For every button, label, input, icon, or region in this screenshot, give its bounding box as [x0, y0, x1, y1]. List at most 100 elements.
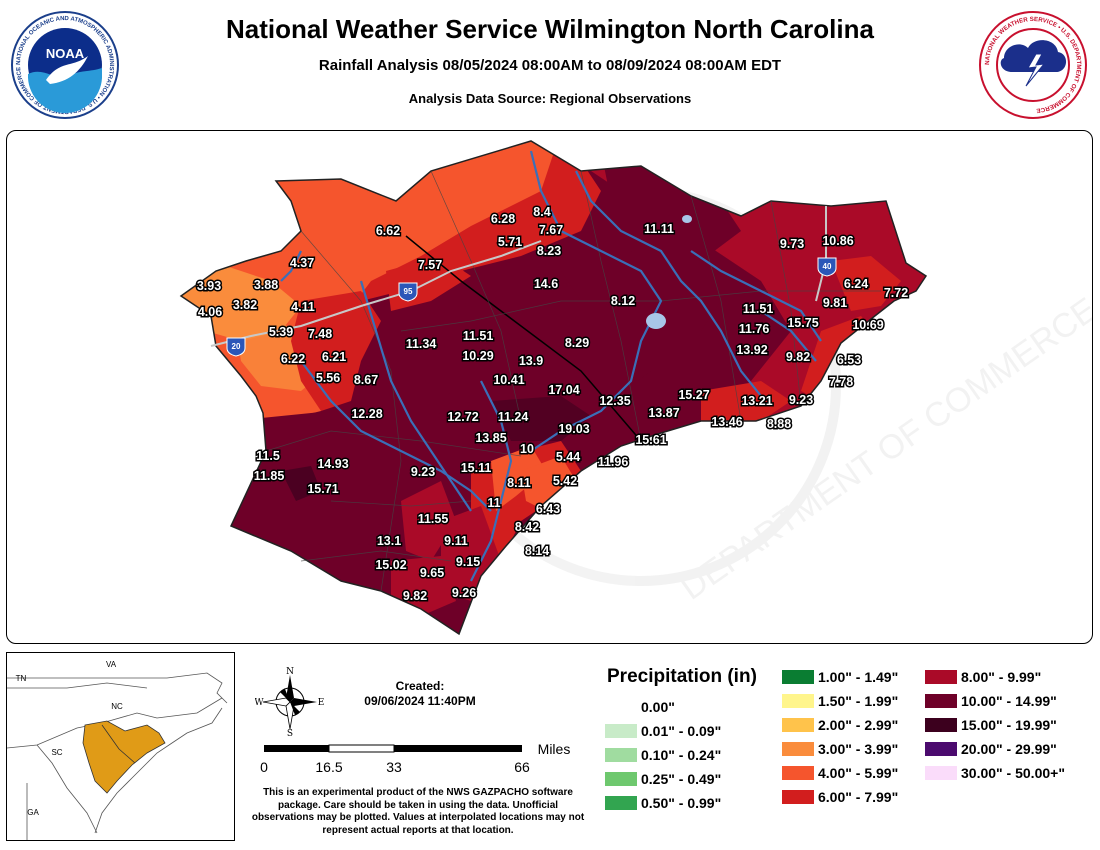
station-value: 4.11 — [291, 300, 315, 314]
legend-item: 30.00" - 50.00+" — [925, 764, 1065, 781]
scale-bar: 0 16.5 33 66 Miles — [258, 740, 588, 780]
station-value: 13.87 — [648, 406, 679, 420]
legend-label: 0.10" - 0.24" — [641, 746, 722, 763]
station-value: 12.72 — [447, 410, 478, 424]
svg-text:95: 95 — [404, 287, 413, 296]
station-value: 9.23 — [789, 393, 813, 407]
station-value: 13.21 — [741, 394, 772, 408]
station-value: 19.03 — [558, 422, 589, 436]
station-value: 9.82 — [786, 350, 810, 364]
scale-tick-66: 66 — [514, 759, 530, 775]
interstate-95-shield: 95 — [398, 282, 418, 302]
station-value: 12.28 — [351, 407, 382, 421]
legend-item: 15.00" - 19.99" — [925, 716, 1057, 733]
legend-swatch — [782, 669, 814, 684]
station-value: 13.92 — [736, 343, 767, 357]
station-value: 8.29 — [565, 336, 589, 350]
legend-item: 1.00" - 1.49" — [782, 668, 898, 685]
station-value: 6.28 — [491, 212, 515, 226]
station-value: 11.96 — [598, 455, 629, 469]
station-value: 8.14 — [525, 544, 549, 558]
station-value: 11.51 — [463, 329, 494, 343]
disclaimer-note: This is an experimental product of the N… — [251, 787, 585, 836]
station-value: 6.24 — [844, 277, 868, 291]
station-value: 4.06 — [198, 305, 222, 319]
created-label: Created: — [395, 679, 445, 693]
legend-label: 3.00" - 3.99" — [818, 740, 899, 757]
station-value: 10.86 — [822, 234, 853, 248]
station-value: 9.82 — [403, 589, 427, 603]
legend-swatch — [782, 693, 814, 708]
legend-label: 4.00" - 5.99" — [818, 764, 899, 781]
station-value: 11.51 — [743, 302, 774, 316]
svg-text:N: N — [286, 667, 294, 677]
legend-label: 15.00" - 19.99" — [961, 716, 1057, 733]
state-boundaries — [7, 672, 228, 840]
station-value: 12.35 — [599, 394, 630, 408]
legend-item: 8.00" - 9.99" — [925, 668, 1041, 685]
station-value: 4.37 — [290, 256, 314, 270]
station-value: 11.55 — [418, 512, 449, 526]
legend-label: 10.00" - 14.99" — [961, 692, 1057, 709]
noaa-text: NOAA — [46, 46, 85, 61]
station-value: 15.02 — [375, 558, 406, 572]
station-value: 8.12 — [611, 294, 635, 308]
station-value: 8.11 — [507, 476, 531, 490]
station-value: 13.9 — [519, 354, 543, 368]
station-value: 7.57 — [418, 258, 442, 272]
legend-swatch — [925, 693, 957, 708]
state-label-sc: SC — [51, 748, 62, 757]
legend-swatch — [925, 741, 957, 756]
scale-tick-33: 33 — [386, 759, 402, 775]
legend-label: 20.00" - 29.99" — [961, 740, 1057, 757]
legend-title: Precipitation (in) — [607, 666, 757, 687]
station-value: 17.04 — [548, 383, 579, 397]
station-value: 8.23 — [537, 244, 561, 258]
legend-swatch — [925, 669, 957, 684]
created-stamp: Created: 09/06/2024 11:40PM — [330, 679, 510, 709]
legend-swatch — [605, 771, 637, 786]
station-value: 6.22 — [281, 352, 305, 366]
station-value: 5.42 — [553, 474, 577, 488]
station-value: 5.39 — [269, 325, 293, 339]
legend-item: 0.00" — [605, 698, 675, 715]
analysis-period: Rainfall Analysis 08/05/2024 08:00AM to … — [318, 57, 782, 74]
legend-item: 3.00" - 3.99" — [782, 740, 898, 757]
station-value: 13.1 — [377, 534, 401, 548]
state-border — [405, 235, 642, 442]
svg-text:20: 20 — [232, 342, 241, 351]
data-source: Analysis Data Source: Regional Observati… — [408, 91, 692, 106]
legend-swatch — [782, 717, 814, 732]
legend-label: 6.00" - 7.99" — [818, 788, 899, 805]
interstate-40-shield: 40 — [817, 257, 837, 277]
legend-swatch — [925, 765, 957, 780]
station-value: 8.88 — [767, 417, 791, 431]
legend-swatch — [782, 765, 814, 780]
state-label-ga: GA — [27, 808, 39, 817]
station-value: 7.78 — [829, 375, 853, 389]
legend-item: 1.50" - 1.99" — [782, 692, 898, 709]
station-value: 6.43 — [536, 502, 560, 516]
station-value: 15.27 — [678, 388, 709, 402]
station-value: 11 — [487, 496, 500, 510]
nws-logo: NATIONAL WEATHER SERVICE • U.S. DEPARTME… — [978, 10, 1088, 120]
station-value: 8.42 — [515, 520, 539, 534]
county-lines — [265, 170, 881, 592]
rivers — [280, 150, 822, 582]
legend-item: 0.01" - 0.09" — [605, 722, 721, 739]
station-value: 11.24 — [498, 410, 529, 424]
legend-item: 20.00" - 29.99" — [925, 740, 1057, 757]
legend-label: 0.50" - 0.99" — [641, 794, 722, 811]
region-outline — [179, 140, 928, 636]
station-value: 7.67 — [539, 223, 563, 237]
legend-label: 0.01" - 0.09" — [641, 722, 722, 739]
legend-item: 6.00" - 7.99" — [782, 788, 898, 805]
locator-map: VA TN NC SC GA — [6, 652, 235, 841]
legend-item: 10.00" - 14.99" — [925, 692, 1057, 709]
svg-text:E: E — [318, 698, 325, 708]
station-value: 6.62 — [376, 224, 400, 238]
rainfall-map: DEPARTMENT OF COMMERCE — [6, 130, 1093, 644]
station-value: 10.69 — [852, 318, 883, 332]
page-title: National Weather Service Wilmington Nort… — [226, 14, 874, 44]
svg-text:S: S — [287, 729, 293, 737]
